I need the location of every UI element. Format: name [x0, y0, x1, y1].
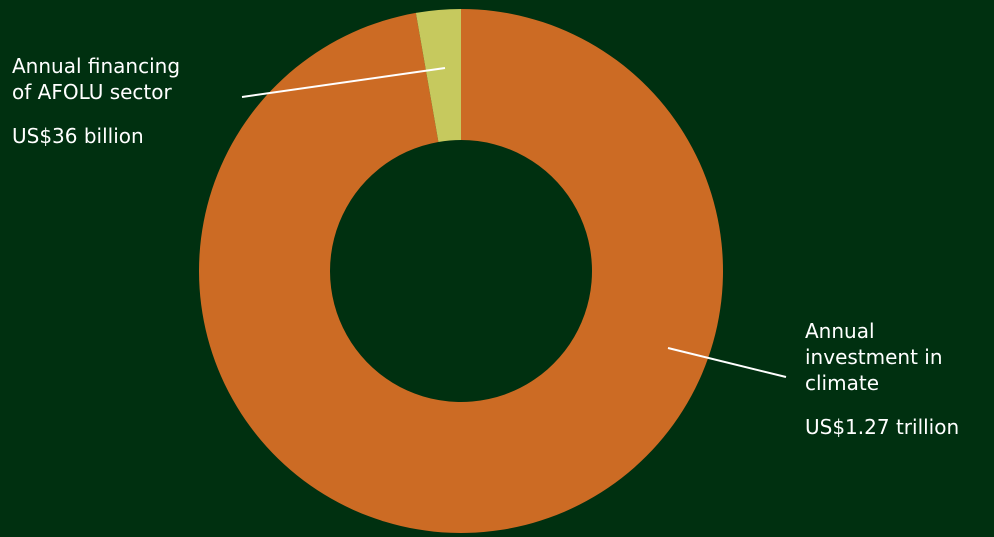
slice-afolu: [415, 9, 461, 142]
afolu-label: Annual financing of AFOLU sector: [12, 54, 181, 104]
afolu-annotation: Annual financing of AFOLU sector US$36 b…: [12, 53, 242, 149]
climate-annotation: Annual investment in climate US$1.27 tri…: [805, 318, 990, 440]
afolu-leader-line: [241, 67, 446, 98]
climate-label: Annual investment in climate: [805, 319, 943, 395]
slice-climate: [198, 9, 723, 534]
climate-value: US$1.27 trillion: [805, 415, 960, 439]
afolu-value: US$36 billion: [12, 124, 144, 148]
slices-layer: [198, 9, 723, 534]
leader-lines-layer: [241, 67, 787, 378]
climate-leader-line: [667, 347, 787, 378]
